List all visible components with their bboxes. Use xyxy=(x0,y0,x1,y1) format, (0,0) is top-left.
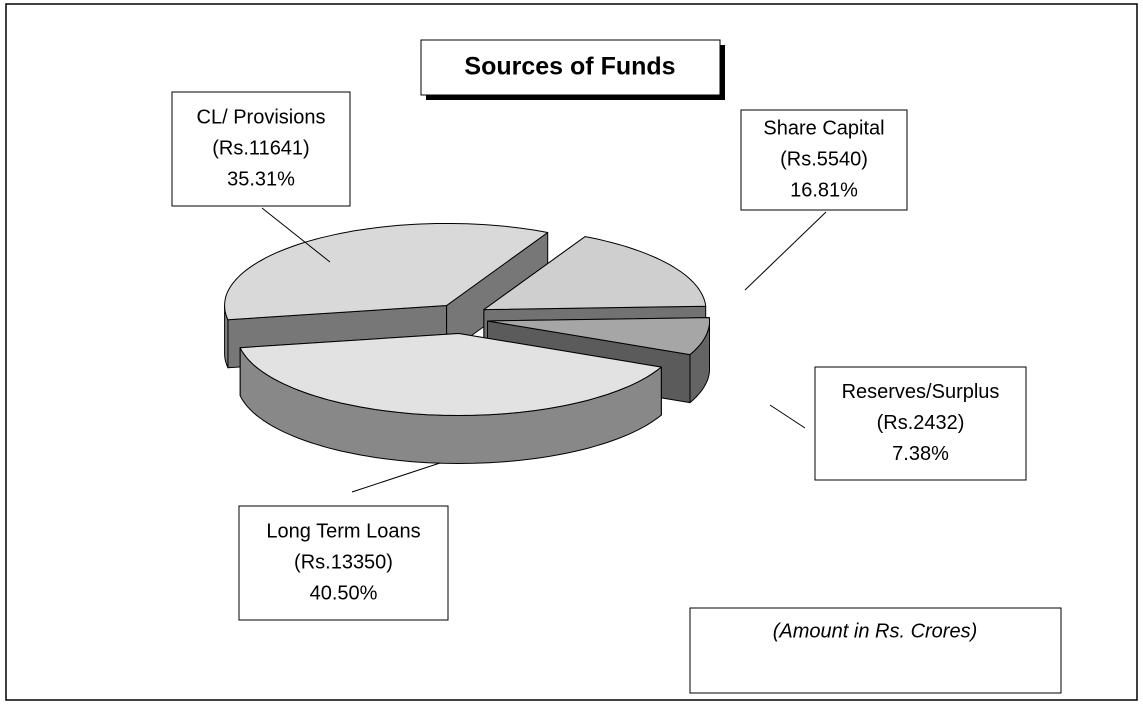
pie xyxy=(224,223,710,464)
label-box xyxy=(238,505,449,621)
chart-title: Sources of Funds xyxy=(464,53,675,81)
slice-label: Share Capital xyxy=(763,117,884,139)
note-box xyxy=(689,607,1062,694)
slice-label: Reserves/Surplus xyxy=(842,381,1000,403)
leader-line xyxy=(744,211,827,291)
leader-line xyxy=(769,404,806,429)
title-box xyxy=(420,39,721,96)
slice xyxy=(239,333,662,416)
label-box xyxy=(814,366,1027,481)
slice-amount: (Rs.5540) xyxy=(780,148,868,170)
slice-label: Long Term Loans xyxy=(266,520,420,542)
slice-amount: (Rs.2432) xyxy=(877,412,965,434)
leader-line xyxy=(261,207,331,263)
slice xyxy=(224,223,549,321)
slice xyxy=(487,317,710,356)
slice-percent: 40.50% xyxy=(310,582,378,604)
leader-line xyxy=(351,462,441,493)
slice-amount: (Rs.11641) xyxy=(212,137,309,159)
slice-percent: 35.31% xyxy=(227,168,295,190)
note: (Amount in Rs. Crores) xyxy=(773,620,978,642)
label-box xyxy=(171,91,351,207)
slice xyxy=(483,236,707,311)
slice-amount: (Rs.13350) xyxy=(294,551,393,573)
slice-percent: 16.81% xyxy=(790,179,858,201)
label-box xyxy=(740,109,908,211)
slice-label: CL/ Provisions xyxy=(197,106,326,128)
slice-percent: 7.38% xyxy=(892,443,949,465)
